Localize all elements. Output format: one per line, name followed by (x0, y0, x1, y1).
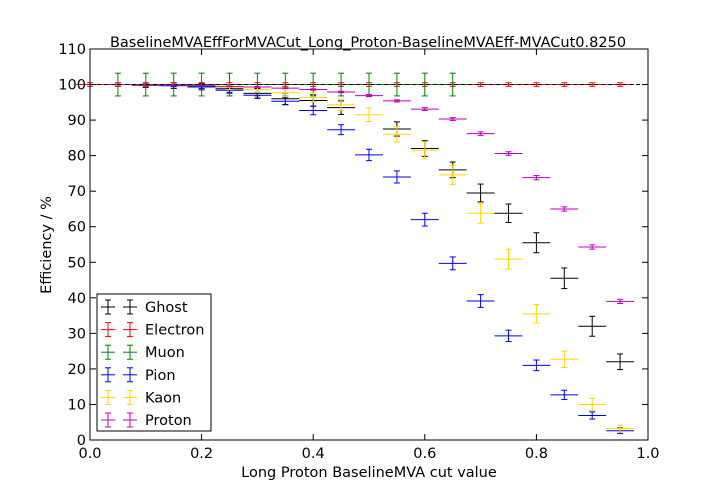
chart-title: BaselineMVAEffForMVACut_Long_Proton-Base… (110, 35, 626, 51)
proton-point (215, 85, 244, 88)
ghost-point (606, 353, 635, 371)
kaon-point (382, 125, 411, 143)
kaon-point (327, 98, 356, 111)
legend-label-proton: Proton (145, 413, 192, 429)
pion-point (355, 148, 383, 162)
proton-point (243, 86, 272, 88)
kaon-point (466, 202, 495, 224)
legend-item-muon: Muon (101, 344, 185, 361)
y-tick-label: 0 (77, 433, 86, 449)
ghost-point (494, 203, 523, 223)
x-tick-label: 1.0 (636, 446, 659, 462)
proton-point (355, 93, 383, 98)
pion-point (578, 411, 607, 420)
x-tick-label: 0.8 (525, 446, 548, 462)
x-tick-label: 0.6 (413, 446, 436, 462)
series-pion (159, 84, 635, 435)
pion-point (271, 97, 300, 106)
pion-point (438, 256, 467, 271)
kaon-point (522, 304, 551, 324)
plot-frame (89, 48, 649, 441)
legend-item-electron: Electron (101, 322, 204, 339)
kaon-point (355, 107, 383, 123)
series-kaon (215, 84, 635, 433)
pion-point (466, 294, 495, 308)
proton-point (187, 84, 216, 87)
proton-point (578, 244, 607, 250)
proton-point (606, 298, 635, 305)
proton-point (271, 87, 300, 89)
legend-label-kaon: Kaon (145, 390, 181, 406)
x-tick-label: 0.2 (190, 446, 213, 462)
legend-item-proton: Proton (101, 412, 192, 429)
y-tick-label: 110 (58, 42, 86, 58)
legend-label-electron: Electron (145, 323, 204, 339)
proton-point (410, 107, 439, 111)
proton-point (382, 99, 411, 103)
ghost-point (522, 232, 551, 254)
ghost-point (578, 315, 607, 337)
y-tick-label: 10 (68, 397, 86, 413)
legend: Ghost Electron Muon Pion Kaon Proton (96, 293, 212, 432)
proton-point (550, 206, 579, 212)
kaon-point (410, 141, 439, 160)
y-tick-label: 90 (68, 113, 86, 129)
legend-label-pion: Pion (145, 368, 176, 384)
pion-point (382, 170, 411, 184)
legend-box (96, 293, 212, 432)
pion-point (410, 212, 439, 227)
legend-item-pion: Pion (101, 367, 176, 384)
proton-point (299, 88, 328, 91)
y-axis-label: Efficiency / % (39, 196, 55, 294)
x-axis-label: Long Proton BaselineMVA cut value (241, 465, 497, 481)
kaon-point (438, 164, 467, 185)
kaon-point (299, 92, 328, 103)
legend-item-ghost: Ghost (101, 299, 188, 316)
y-tick-label: 70 (68, 184, 86, 200)
pion-point (522, 359, 551, 372)
legend-label-muon: Muon (145, 345, 185, 361)
kaon-point (550, 350, 579, 368)
legend-label-ghost: Ghost (145, 300, 188, 316)
ghost-point (466, 183, 495, 203)
kaon-point (494, 248, 523, 270)
kaon-point (606, 424, 635, 433)
legend-item-kaon: Kaon (101, 389, 181, 406)
y-tick-label: 30 (68, 326, 86, 342)
pion-point (550, 389, 579, 400)
proton-point (327, 90, 356, 94)
pion-point (494, 329, 523, 343)
proton-point (438, 117, 467, 121)
y-tick-label: 80 (68, 149, 86, 165)
y-tick-label: 100 (58, 78, 86, 94)
x-tick-label: 0.0 (78, 446, 101, 462)
y-tick-label: 60 (68, 220, 86, 236)
pion-point (327, 124, 356, 136)
proton-point (494, 151, 523, 156)
kaon-point (578, 397, 607, 411)
y-tick-label: 40 (68, 291, 86, 307)
tick-layer: 0.0 0.2 0.4 0.6 0.8 1.0 0 10 20 30 40 50 60 70 80 90 100… (58, 42, 659, 462)
ghost-point (550, 267, 579, 290)
y-tick-label: 20 (68, 362, 86, 378)
y-tick-label: 50 (68, 255, 86, 271)
kaon-point (271, 88, 300, 97)
proton-point (466, 131, 495, 136)
pion-point (299, 105, 328, 116)
proton-point (522, 175, 551, 181)
x-tick-label: 0.4 (302, 446, 325, 462)
